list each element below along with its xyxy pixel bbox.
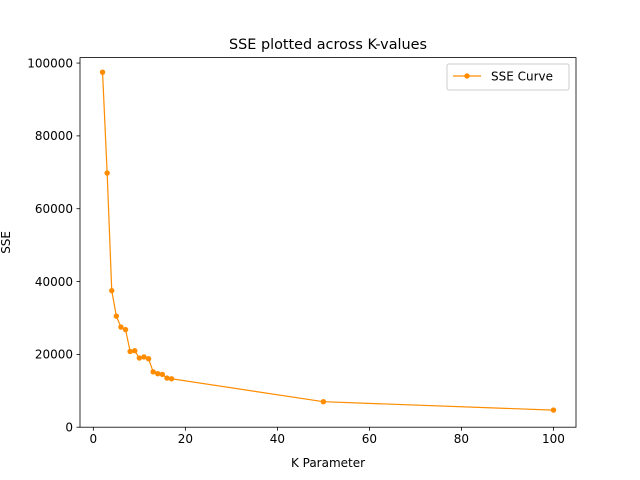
data-point xyxy=(320,399,327,405)
data-point xyxy=(99,69,106,75)
chart-title: SSE plotted across K-values xyxy=(229,37,427,53)
data-point xyxy=(113,313,120,319)
x-tick-label: 40 xyxy=(270,432,285,446)
data-point xyxy=(155,370,161,377)
x-axis: 0 20 40 60 80 100 xyxy=(90,427,565,446)
x-tick-label: 100 xyxy=(542,432,565,446)
legend-box xyxy=(446,63,570,91)
data-point xyxy=(132,348,138,354)
x-tick-label: 0 xyxy=(90,432,98,446)
plot-frame xyxy=(79,57,577,428)
x-tick-label: 60 xyxy=(362,432,377,446)
data-point xyxy=(145,356,152,362)
data-point xyxy=(159,371,166,378)
data-point xyxy=(118,324,124,330)
data-point xyxy=(104,170,110,176)
legend: SSE Curve xyxy=(446,63,570,91)
data-point xyxy=(168,376,175,382)
y-tick-label: 40000 xyxy=(35,275,73,289)
legend-label: SSE Curve xyxy=(491,70,553,84)
data-point xyxy=(122,326,129,333)
x-axis-label: K Parameter xyxy=(291,456,365,470)
data-point xyxy=(127,348,133,355)
data-point xyxy=(109,287,115,294)
y-tick-label: 80000 xyxy=(35,129,73,143)
x-tick-label: 80 xyxy=(454,432,469,446)
legend-marker-swatch xyxy=(464,73,470,79)
plot-area xyxy=(80,57,576,428)
data-point xyxy=(550,407,557,413)
y-tick-label: 60000 xyxy=(35,202,73,216)
y-axis-label: SSE xyxy=(0,231,13,254)
y-tick-label: 20000 xyxy=(35,348,73,362)
series-layer xyxy=(99,69,557,413)
data-point xyxy=(141,354,147,360)
data-point xyxy=(150,369,156,375)
y-axis: 0 20000 40000 60000 80000 100000 xyxy=(27,56,80,435)
data-point xyxy=(164,375,170,381)
data-point xyxy=(136,355,143,361)
y-tick-label: 0 xyxy=(65,421,73,435)
x-tick-label: 20 xyxy=(178,432,193,446)
y-tick-label: 100000 xyxy=(27,56,73,70)
